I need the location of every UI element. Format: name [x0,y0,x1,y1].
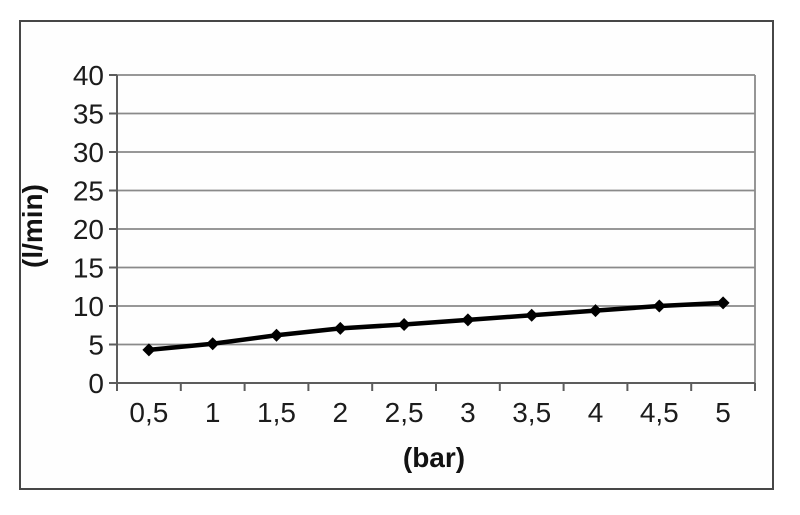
y-tick-label: 30 [73,137,104,168]
x-axis-title: (bar) [403,442,465,473]
data-point-marker [142,343,156,357]
data-point-marker [589,304,602,318]
data-point-marker [525,308,539,322]
data-point-marker [333,321,347,335]
x-tick-label: 3 [460,397,476,428]
data-point-marker [206,337,220,351]
data-series [142,296,730,357]
y-axis-title: (l/min) [17,184,48,268]
y-tick-label: 25 [73,176,104,207]
x-tick-label: 0,5 [129,397,168,428]
series-line [146,300,726,353]
x-axis-tick-labels: 0,5 1 1,5 2 2,5 3 3,5 4 4,5 5 [129,397,730,428]
tick-marks [109,74,756,391]
data-point-marker [652,299,666,313]
x-tick-label: 4 [588,397,604,428]
data-point-marker [397,317,411,331]
x-tick-label: 2,5 [385,397,424,428]
y-tick-label: 5 [88,330,104,361]
x-tick-label: 5 [715,397,731,428]
data-point-marker [270,328,283,342]
x-tick-label: 1,5 [257,397,296,428]
y-tick-label: 35 [73,99,104,130]
data-point-marker [461,313,475,327]
x-tick-label: 1 [205,397,221,428]
y-tick-label: 40 [73,60,104,91]
x-tick-label: 4,5 [640,397,679,428]
x-tick-label: 2 [333,397,349,428]
y-tick-label: 20 [73,214,104,245]
data-point-marker [716,296,730,310]
y-tick-label: 10 [73,291,104,322]
y-tick-label: 15 [73,253,104,284]
chart-border [19,20,774,490]
y-tick-label: 0 [88,368,104,399]
x-tick-label: 3,5 [512,397,551,428]
y-axis-tick-labels: 0 5 10 15 20 25 30 35 40 [73,60,104,399]
